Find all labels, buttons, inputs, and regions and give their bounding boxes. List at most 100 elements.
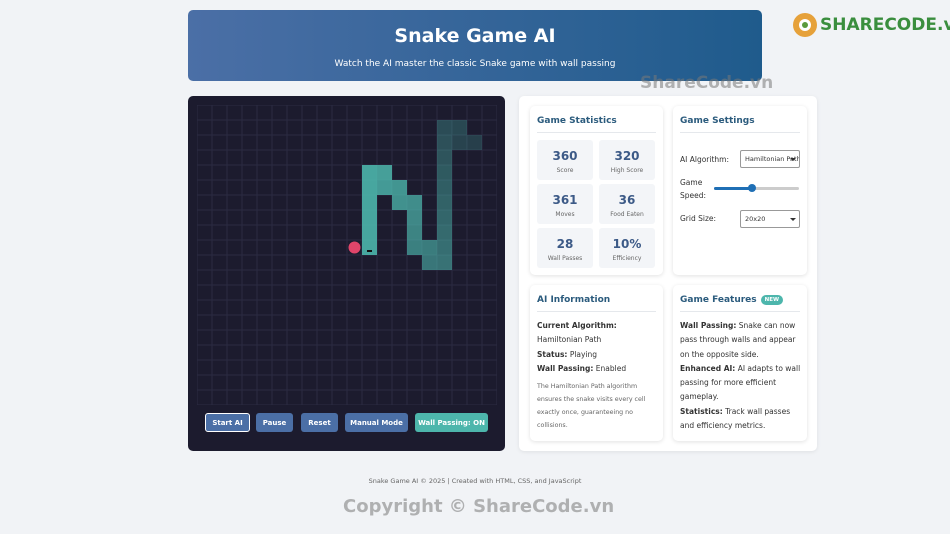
stat-value: 361	[552, 193, 578, 207]
stat-box: 360 Score	[537, 140, 593, 180]
logo: SHARECODE.vn	[792, 12, 950, 38]
stat-label: Moves	[555, 211, 575, 218]
settings-card: Game Settings AI Algorithm: Hamiltonian …	[673, 106, 807, 275]
side-panel: Game Statistics 360 Score 320 High Score 361…	[519, 96, 817, 451]
game-board	[197, 105, 497, 405]
card-title: Game Settings	[680, 116, 800, 133]
info-row: Statistics: Track wall passes and effici…	[680, 405, 802, 434]
stat-label: Score	[556, 167, 574, 174]
info-row: Wall Passing: Snake can now pass through…	[680, 319, 802, 362]
setting-label: AI Algorithm:	[680, 155, 729, 164]
info-text: Track wall passes and efficiency metrics…	[680, 406, 791, 431]
snake-body	[437, 165, 452, 180]
info-label: Wall Passing:	[680, 321, 737, 330]
stat-value: 360	[552, 149, 578, 163]
description: The Hamiltonian Path algorithm ensures t…	[537, 383, 646, 430]
stat-label: Efficiency	[612, 255, 642, 262]
grid-select[interactable]: 20x20	[740, 210, 800, 228]
info-label: Statistics:	[680, 406, 723, 416]
snake-body	[407, 210, 422, 225]
algorithm-select[interactable]: Hamiltonian Path	[740, 150, 800, 168]
stat-box: 36 Food Eaten	[599, 184, 655, 224]
stat-box: 10% Efficiency	[599, 228, 655, 268]
stat-label: Wall Passes	[547, 255, 583, 262]
snake-body	[437, 225, 452, 240]
info-row: Current Algorithm: Hamiltonian Path	[537, 319, 659, 348]
stat-label: High Score	[610, 167, 644, 174]
speed-slider[interactable]	[714, 184, 799, 192]
snake-body	[362, 225, 377, 240]
reset-button[interactable]: Reset	[301, 413, 338, 432]
slider-thumb[interactable]	[748, 184, 756, 192]
info-text: Playing	[569, 349, 598, 359]
info-text: AI adapts to wall passing for more effic…	[680, 363, 801, 402]
snake-body	[437, 150, 452, 165]
snake-body	[467, 135, 482, 150]
snake-body	[392, 180, 407, 195]
snake-body	[437, 135, 452, 150]
title: Snake Game AI	[394, 25, 556, 47]
snake-body	[437, 180, 452, 195]
card-title: Game Features NEW	[680, 295, 800, 312]
stat-value: 320	[614, 149, 640, 163]
snake-body	[362, 210, 377, 225]
start-button[interactable]: Start AI	[205, 413, 250, 432]
snake-eye	[367, 250, 372, 252]
header: Snake Game AI Watch the AI master the cl…	[188, 10, 762, 81]
logo-icon	[793, 13, 817, 37]
info-text: Hamiltonian Path	[537, 335, 602, 345]
snake-body	[437, 240, 452, 255]
stats-card: Game Statistics 360 Score 320 High Score 361…	[530, 106, 663, 275]
card-title: AI Information	[537, 295, 656, 312]
info-row: Status: Playing	[537, 348, 659, 362]
setting-label: Game Speed:	[680, 178, 707, 200]
snake-body	[362, 165, 377, 180]
snake-body	[407, 195, 422, 210]
snake-body	[437, 210, 452, 225]
features-card: Game Features NEW Wall Passing: Snake can…	[673, 285, 807, 441]
ai-card: AI Information Current Algorithm: Hamilt…	[530, 285, 663, 441]
snake-body	[452, 135, 467, 150]
snake-body	[362, 195, 377, 210]
footer: Snake Game AI © 2025 | Created with HTML…	[368, 477, 582, 485]
snake-body	[377, 165, 392, 180]
pause-button[interactable]: Pause	[256, 413, 293, 432]
snake-body	[452, 120, 467, 135]
snake-body	[407, 240, 422, 255]
snake-body	[422, 240, 437, 255]
title-text: Game Features	[680, 295, 757, 305]
card-title: Game Statistics	[537, 116, 656, 133]
info-row: Wall Passing: Enabled	[537, 362, 659, 376]
subtitle: Watch the AI master the classic Snake ga…	[334, 59, 616, 69]
info-label: Current Algorithm:	[537, 321, 617, 330]
stat-value: 36	[618, 193, 636, 207]
stat-box: 28 Wall Passes	[537, 228, 593, 268]
badge: NEW	[760, 295, 784, 305]
wall-button[interactable]: Wall Passing: ON	[415, 413, 488, 432]
info-label: Enhanced AI:	[680, 363, 736, 373]
manual-button[interactable]: Manual Mode	[345, 413, 408, 432]
slider-fill	[714, 187, 752, 190]
snake-body	[407, 225, 422, 240]
stat-box: 320 High Score	[599, 140, 655, 180]
info-row: Enhanced AI: AI adapts to wall passing f…	[680, 362, 802, 405]
info-text: Snake can now pass through walls and app…	[680, 321, 796, 359]
stat-box: 361 Moves	[537, 184, 593, 224]
snake-head	[362, 240, 377, 255]
snake-body	[437, 120, 452, 135]
info-label: Wall Passing:	[537, 363, 594, 373]
setting-label: Grid Size:	[680, 214, 717, 223]
food	[348, 241, 361, 254]
stat-value: 10%	[612, 237, 642, 251]
snake-body	[422, 255, 437, 270]
snake-body	[437, 195, 452, 210]
stat-value: 28	[556, 237, 574, 251]
logo-text: SHARECODE.vn	[820, 15, 950, 35]
info-label: Status:	[537, 349, 568, 359]
snake-body	[392, 195, 407, 210]
stat-label: Food Eaten	[610, 211, 644, 218]
snake-body	[377, 180, 392, 195]
snake-body	[437, 255, 452, 270]
info-text: Enabled	[595, 363, 627, 373]
watermark: ShareCode.vn	[640, 73, 774, 93]
